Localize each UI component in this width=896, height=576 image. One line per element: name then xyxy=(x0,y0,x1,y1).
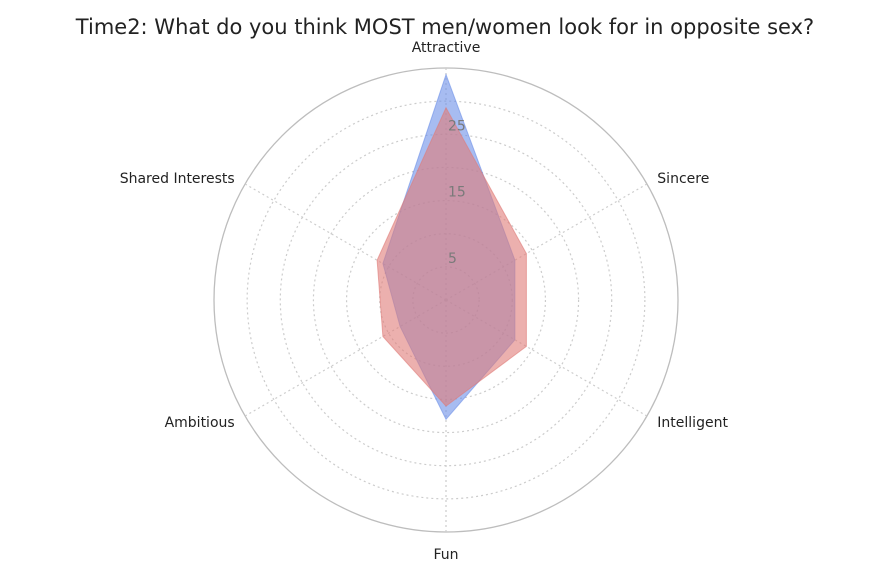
axis-label: Fun xyxy=(433,547,458,563)
series-2-area xyxy=(376,106,527,407)
grid-spoke xyxy=(445,299,648,417)
tick-label: 15 xyxy=(448,185,466,201)
axis-label: Sincere xyxy=(657,171,709,187)
axis-labels: Attractive Sincere Intelligent Fun Ambitious… xyxy=(120,40,729,563)
axis-label: Ambitious xyxy=(165,415,235,431)
chart-title: Time2: What do you think MOST men/women … xyxy=(75,15,814,39)
radial-ticks: 5 15 25 xyxy=(448,118,466,267)
axis-label: Attractive xyxy=(412,40,481,56)
grid-spoke xyxy=(445,183,648,301)
tick-label: 5 xyxy=(448,251,457,267)
series-layer xyxy=(376,73,527,421)
grid-spoke xyxy=(244,299,447,417)
axis-label: Shared Interests xyxy=(120,171,235,187)
grid-spoke xyxy=(244,183,447,301)
tick-label: 25 xyxy=(448,118,466,134)
axis-label: Intelligent xyxy=(657,415,728,431)
grid-ring xyxy=(312,166,580,434)
